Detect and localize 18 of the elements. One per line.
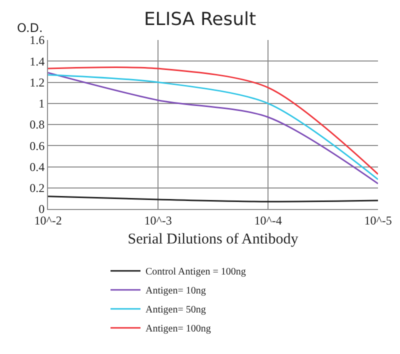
legend-label: Antigen= 50ng [146, 304, 206, 316]
legend-label: Antigen= 10ng [146, 286, 206, 297]
y-tick-label: 0.4 [30, 160, 45, 174]
y-tick-label: 1.2 [30, 75, 45, 90]
x-tick-label: 10^-3 [144, 213, 172, 228]
y-tick-label: 1 [38, 96, 45, 111]
y-tick-label: 1.6 [30, 33, 45, 48]
y-tick-label: 1.4 [30, 54, 45, 68]
y-axis-title: O.D. [17, 21, 43, 35]
legend-label: Control Antigen = 100ng [146, 266, 246, 278]
x-axis-title: Serial Dilutions of Antibody [128, 231, 299, 248]
x-tick-label: 10^-5 [364, 213, 392, 228]
y-tick-label: 0.2 [30, 181, 45, 196]
y-tick-label: 0.6 [30, 138, 45, 153]
chart-title: ELISA Result [144, 8, 256, 30]
legend-label: Antigen= 100ng [146, 324, 211, 335]
y-tick-label: 0.8 [30, 118, 45, 132]
x-tick-label: 10^-4 [254, 213, 282, 228]
